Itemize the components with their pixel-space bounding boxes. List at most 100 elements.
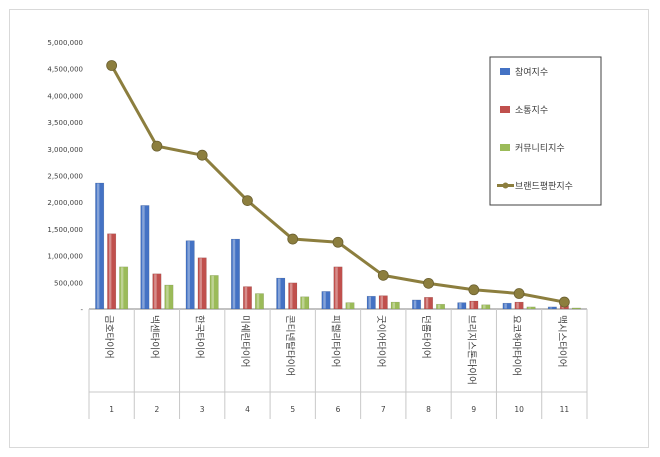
bar-참여지수 — [321, 291, 331, 310]
rank-label: 10 — [514, 405, 524, 414]
bar-소통지수 — [107, 233, 117, 310]
bar-highlight — [504, 303, 507, 309]
legend-box — [489, 56, 602, 206]
y-tick-label: - — [80, 306, 83, 314]
bar-highlight — [108, 234, 112, 309]
bar-highlight — [323, 291, 326, 309]
y-tick-label: 1,500,000 — [47, 226, 83, 234]
bar-참여지수 — [140, 205, 150, 310]
bar-highlight — [244, 287, 248, 309]
chart: - 500,000 1,000,000 1,500,000 2,000,000 2,500… — [47, 39, 602, 419]
bar-highlight — [289, 283, 293, 309]
category-label: 미쉐린타이어 — [239, 315, 250, 367]
bar-highlight — [142, 205, 145, 309]
bar-highlight — [549, 307, 553, 309]
bar-참여지수 — [95, 182, 105, 310]
bar-소통지수 — [469, 300, 479, 310]
legend-swatch — [500, 68, 510, 75]
bar-highlight — [187, 241, 190, 309]
legend-label: 브랜드평판지수 — [515, 181, 573, 192]
bar-참여지수 — [366, 295, 376, 310]
bar-소통지수 — [152, 273, 162, 310]
bar-소통지수 — [333, 266, 343, 310]
line-point — [106, 60, 118, 71]
bar-커뮤니티지수 — [345, 302, 355, 310]
bar-highlight — [528, 307, 531, 309]
y-tick-label: 3,000,000 — [47, 146, 83, 154]
bar-highlight — [335, 267, 338, 309]
rank-label: 7 — [381, 405, 386, 414]
rank-label: 8 — [426, 405, 431, 414]
bar-참여지수 — [547, 306, 557, 310]
bar-highlight — [211, 275, 214, 309]
bar-커뮤니티지수 — [209, 275, 219, 310]
rank-label: 1 — [109, 405, 114, 414]
bar-highlight — [232, 239, 236, 309]
bar-커뮤니티지수 — [571, 307, 581, 310]
rank-label: 6 — [336, 405, 341, 414]
bar-커뮤니티지수 — [164, 284, 174, 310]
bar-커뮤니티지수 — [300, 296, 310, 310]
bar-참여지수 — [276, 277, 286, 310]
chart-frame: - 500,000 1,000,000 1,500,000 2,000,000 2,500… — [9, 9, 649, 448]
line-point — [558, 296, 570, 308]
line-point — [332, 236, 344, 248]
rank-label: 5 — [290, 405, 295, 414]
y-tick-label: 2,500,000 — [47, 173, 83, 181]
bar-커뮤니티지수 — [254, 293, 264, 310]
bar-highlight — [561, 306, 565, 309]
bar-highlight — [256, 294, 260, 309]
line-point — [513, 288, 525, 299]
bar-highlight — [301, 297, 305, 309]
legend-swatch — [500, 106, 510, 113]
rank-label: 11 — [560, 405, 570, 414]
category-label: 브리지스톤타이어 — [465, 315, 476, 385]
line-point — [151, 140, 163, 152]
bar-highlight — [347, 303, 350, 309]
bar-highlight — [380, 296, 384, 309]
bar-highlight — [154, 274, 157, 309]
bar-참여지수 — [412, 299, 422, 310]
bar-소통지수 — [424, 297, 434, 310]
line-point — [287, 233, 299, 245]
y-tick-label: 5,000,000 — [47, 39, 83, 47]
bar-highlight — [413, 300, 417, 309]
category-label: 던롭타이어 — [420, 315, 431, 359]
bar-참여지수 — [457, 302, 467, 310]
y-tick-label: 500,000 — [54, 279, 83, 287]
bar-highlight — [516, 302, 519, 309]
bar-커뮤니티지수 — [436, 303, 446, 310]
legend-label: 소통지수 — [515, 105, 548, 116]
category-label: 콘티넨탈타이어 — [284, 315, 296, 376]
category-label: 금호타이어 — [103, 315, 114, 359]
bar-참여지수 — [230, 238, 240, 310]
rank-label: 4 — [245, 405, 250, 414]
category-label: 한국타이어 — [194, 315, 205, 359]
category-label: 넥센타이어 — [148, 315, 159, 359]
bar-highlight — [368, 296, 372, 309]
legend-swatch — [500, 144, 510, 151]
bar-highlight — [277, 278, 281, 309]
bar-highlight — [483, 305, 486, 309]
bar-highlight — [166, 285, 169, 309]
bar-highlight — [425, 297, 429, 309]
rank-label: 9 — [471, 405, 476, 414]
y-tick-label: 2,000,000 — [47, 199, 83, 207]
bar-소통지수 — [514, 301, 524, 310]
bar-커뮤니티지수 — [119, 266, 129, 310]
category-label: 피렐리타이어 — [330, 315, 342, 367]
legend-label: 참여지수 — [515, 66, 548, 78]
y-tick-label: 4,000,000 — [47, 92, 83, 100]
y-tick-label: 3,500,000 — [47, 119, 83, 127]
y-tick-label: 1,000,000 — [47, 253, 83, 261]
category-label: 굿이어타이어 — [375, 315, 386, 367]
line-point — [468, 284, 480, 296]
bar-참여지수 — [502, 302, 512, 310]
bar-소통지수 — [242, 286, 252, 310]
category-label: 요코하마타이어 — [511, 315, 523, 376]
bar-참여지수 — [185, 240, 195, 310]
bar-highlight — [459, 303, 462, 309]
bar-highlight — [96, 183, 100, 309]
y-tick-label: 4,500,000 — [47, 66, 83, 74]
line-point — [196, 149, 208, 161]
